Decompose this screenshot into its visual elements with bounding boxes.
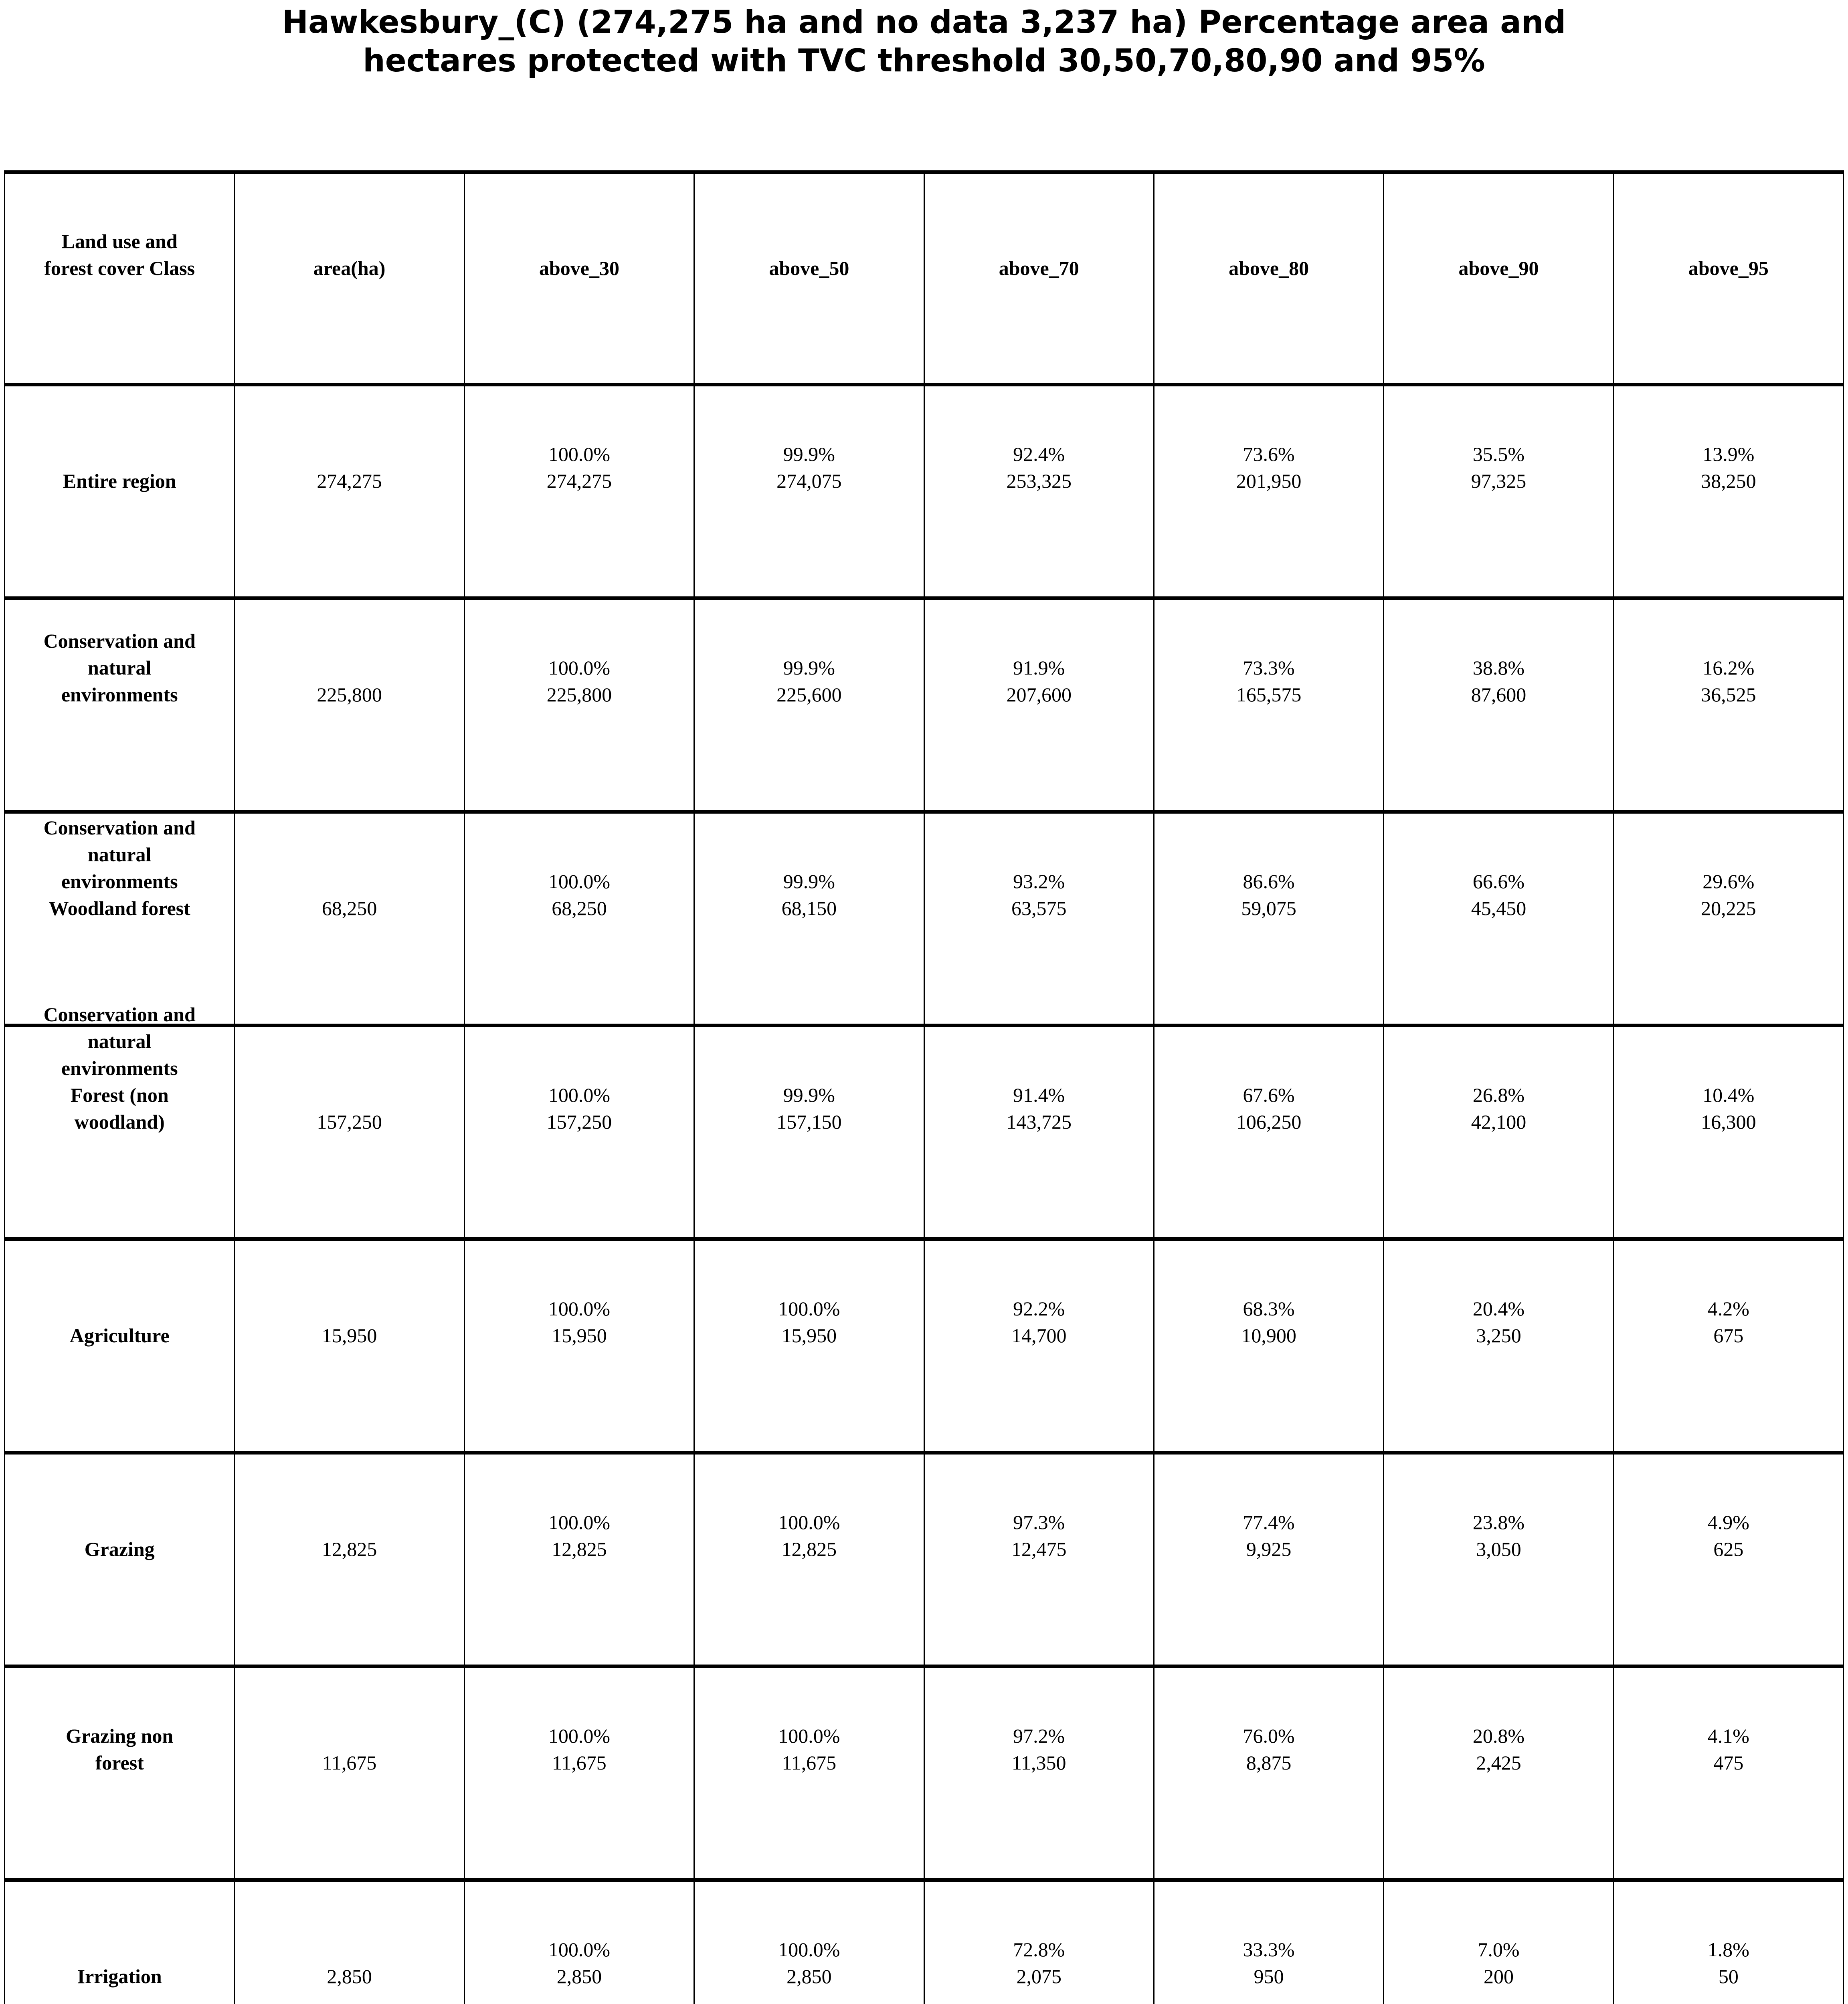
cell: 100.0% 157,250 — [463, 1024, 695, 1241]
cell-area: 12,825 — [234, 1451, 465, 1668]
col-header-area: area(ha) — [234, 170, 465, 386]
cell: 67.6% 106,250 — [1153, 1024, 1385, 1241]
cell: 97.3% 12,475 — [923, 1451, 1154, 1668]
cell: 7.0% 200 — [1383, 1878, 1614, 2004]
cell: 91.9% 207,600 — [923, 596, 1154, 814]
cell: 13.9% 38,250 — [1613, 383, 1844, 600]
cell: 10.4% 16,300 — [1613, 1024, 1844, 1241]
cell: 99.9% 225,600 — [694, 596, 925, 814]
cell-area: 15,950 — [234, 1237, 465, 1455]
col-header-above30: above_30 — [463, 170, 695, 386]
row-label: Agriculture — [4, 1237, 235, 1455]
row-label: Conservation and natural environments Fo… — [4, 1003, 235, 1241]
cell: 29.6% 20,225 — [1613, 810, 1844, 1027]
cell: 91.4% 143,725 — [923, 1024, 1154, 1241]
row-label: Grazing — [4, 1451, 235, 1668]
row-label: Grazing non forest — [4, 1665, 235, 1882]
cell: 26.8% 42,100 — [1383, 1024, 1614, 1241]
cell: 23.8% 3,050 — [1383, 1451, 1614, 1668]
land-use-table: Land use and forest cover Class area(ha)… — [4, 170, 1844, 2004]
cell: 99.9% 157,150 — [694, 1024, 925, 1241]
cell: 38.8% 87,600 — [1383, 596, 1614, 814]
cell: 100.0% 11,675 — [694, 1665, 925, 1882]
cell: 92.4% 253,325 — [923, 383, 1154, 600]
cell: 100.0% 274,275 — [463, 383, 695, 600]
page-title-line2: hectares protected with TVC threshold 30… — [363, 43, 1485, 79]
col-header-above70: above_70 — [923, 170, 1154, 386]
table-row: Entire region 274,275 100.0% 274,275 99.9… — [4, 383, 1844, 600]
table-row: Grazing non forest 11,675 100.0% 11,675 1… — [4, 1665, 1844, 1882]
cell: 76.0% 8,875 — [1153, 1665, 1385, 1882]
cell-area: 11,675 — [234, 1665, 465, 1882]
col-header-above95: above_95 — [1613, 170, 1844, 386]
col-header-above90: above_90 — [1383, 170, 1614, 386]
table-row: Conservation and natural environments Fo… — [4, 1003, 1844, 1241]
page-title: Hawkesbury_(C) (274,275 ha and no data 3… — [0, 3, 1848, 80]
col-header-above50: above_50 — [694, 170, 925, 386]
cell-area: 2,850 — [234, 1878, 465, 2004]
table-row: Conservation and natural environments Wo… — [4, 810, 1844, 1027]
cell: 100.0% 15,950 — [694, 1237, 925, 1455]
cell: 100.0% 2,850 — [694, 1878, 925, 2004]
cell: 99.9% 274,075 — [694, 383, 925, 600]
cell: 100.0% 12,825 — [463, 1451, 695, 1668]
cell-area: 157,250 — [234, 1024, 465, 1241]
col-header-class: Land use and forest cover Class — [4, 170, 235, 386]
page-title-line1: Hawkesbury_(C) (274,275 ha and no data 3… — [282, 4, 1566, 40]
cell: 66.6% 45,450 — [1383, 810, 1614, 1027]
table-row: Grazing 12,825 100.0% 12,825 100.0% 12,825… — [4, 1451, 1844, 1668]
cell-area: 68,250 — [234, 810, 465, 1027]
cell: 20.8% 2,425 — [1383, 1665, 1614, 1882]
table-header-row: Land use and forest cover Class area(ha)… — [4, 170, 1844, 386]
cell: 100.0% 12,825 — [694, 1451, 925, 1668]
cell: 35.5% 97,325 — [1383, 383, 1614, 600]
row-label: Irrigation — [4, 1878, 235, 2004]
cell: 1.8% 50 — [1613, 1878, 1844, 2004]
cell: 100.0% 225,800 — [463, 596, 695, 814]
cell: 73.3% 165,575 — [1153, 596, 1385, 814]
cell: 100.0% 2,850 — [463, 1878, 695, 2004]
cell: 16.2% 36,525 — [1613, 596, 1844, 814]
cell: 73.6% 201,950 — [1153, 383, 1385, 600]
cell: 99.9% 68,150 — [694, 810, 925, 1027]
cell: 72.8% 2,075 — [923, 1878, 1154, 2004]
cell: 20.4% 3,250 — [1383, 1237, 1614, 1455]
cell-area: 274,275 — [234, 383, 465, 600]
cell: 68.3% 10,900 — [1153, 1237, 1385, 1455]
cell: 100.0% 15,950 — [463, 1237, 695, 1455]
cell: 92.2% 14,700 — [923, 1237, 1154, 1455]
cell: 4.1% 475 — [1613, 1665, 1844, 1882]
cell: 100.0% 11,675 — [463, 1665, 695, 1882]
cell: 33.3% 950 — [1153, 1878, 1385, 2004]
cell: 4.2% 675 — [1613, 1237, 1844, 1455]
cell: 4.9% 625 — [1613, 1451, 1844, 1668]
cell: 86.6% 59,075 — [1153, 810, 1385, 1027]
table-row: Irrigation 2,850 100.0% 2,850 100.0% 2,850… — [4, 1878, 1844, 2004]
table-row: Conservation and natural environments 22… — [4, 596, 1844, 814]
cell: 100.0% 68,250 — [463, 810, 695, 1027]
cell: 97.2% 11,350 — [923, 1665, 1154, 1882]
table-row: Agriculture 15,950 100.0% 15,950 100.0% 15… — [4, 1237, 1844, 1455]
cell-area: 225,800 — [234, 596, 465, 814]
row-label: Conservation and natural environments — [4, 596, 235, 814]
row-label: Entire region — [4, 383, 235, 600]
col-header-above80: above_80 — [1153, 170, 1385, 386]
cell: 77.4% 9,925 — [1153, 1451, 1385, 1668]
row-label: Conservation and natural environments Wo… — [4, 810, 235, 1027]
cell: 93.2% 63,575 — [923, 810, 1154, 1027]
